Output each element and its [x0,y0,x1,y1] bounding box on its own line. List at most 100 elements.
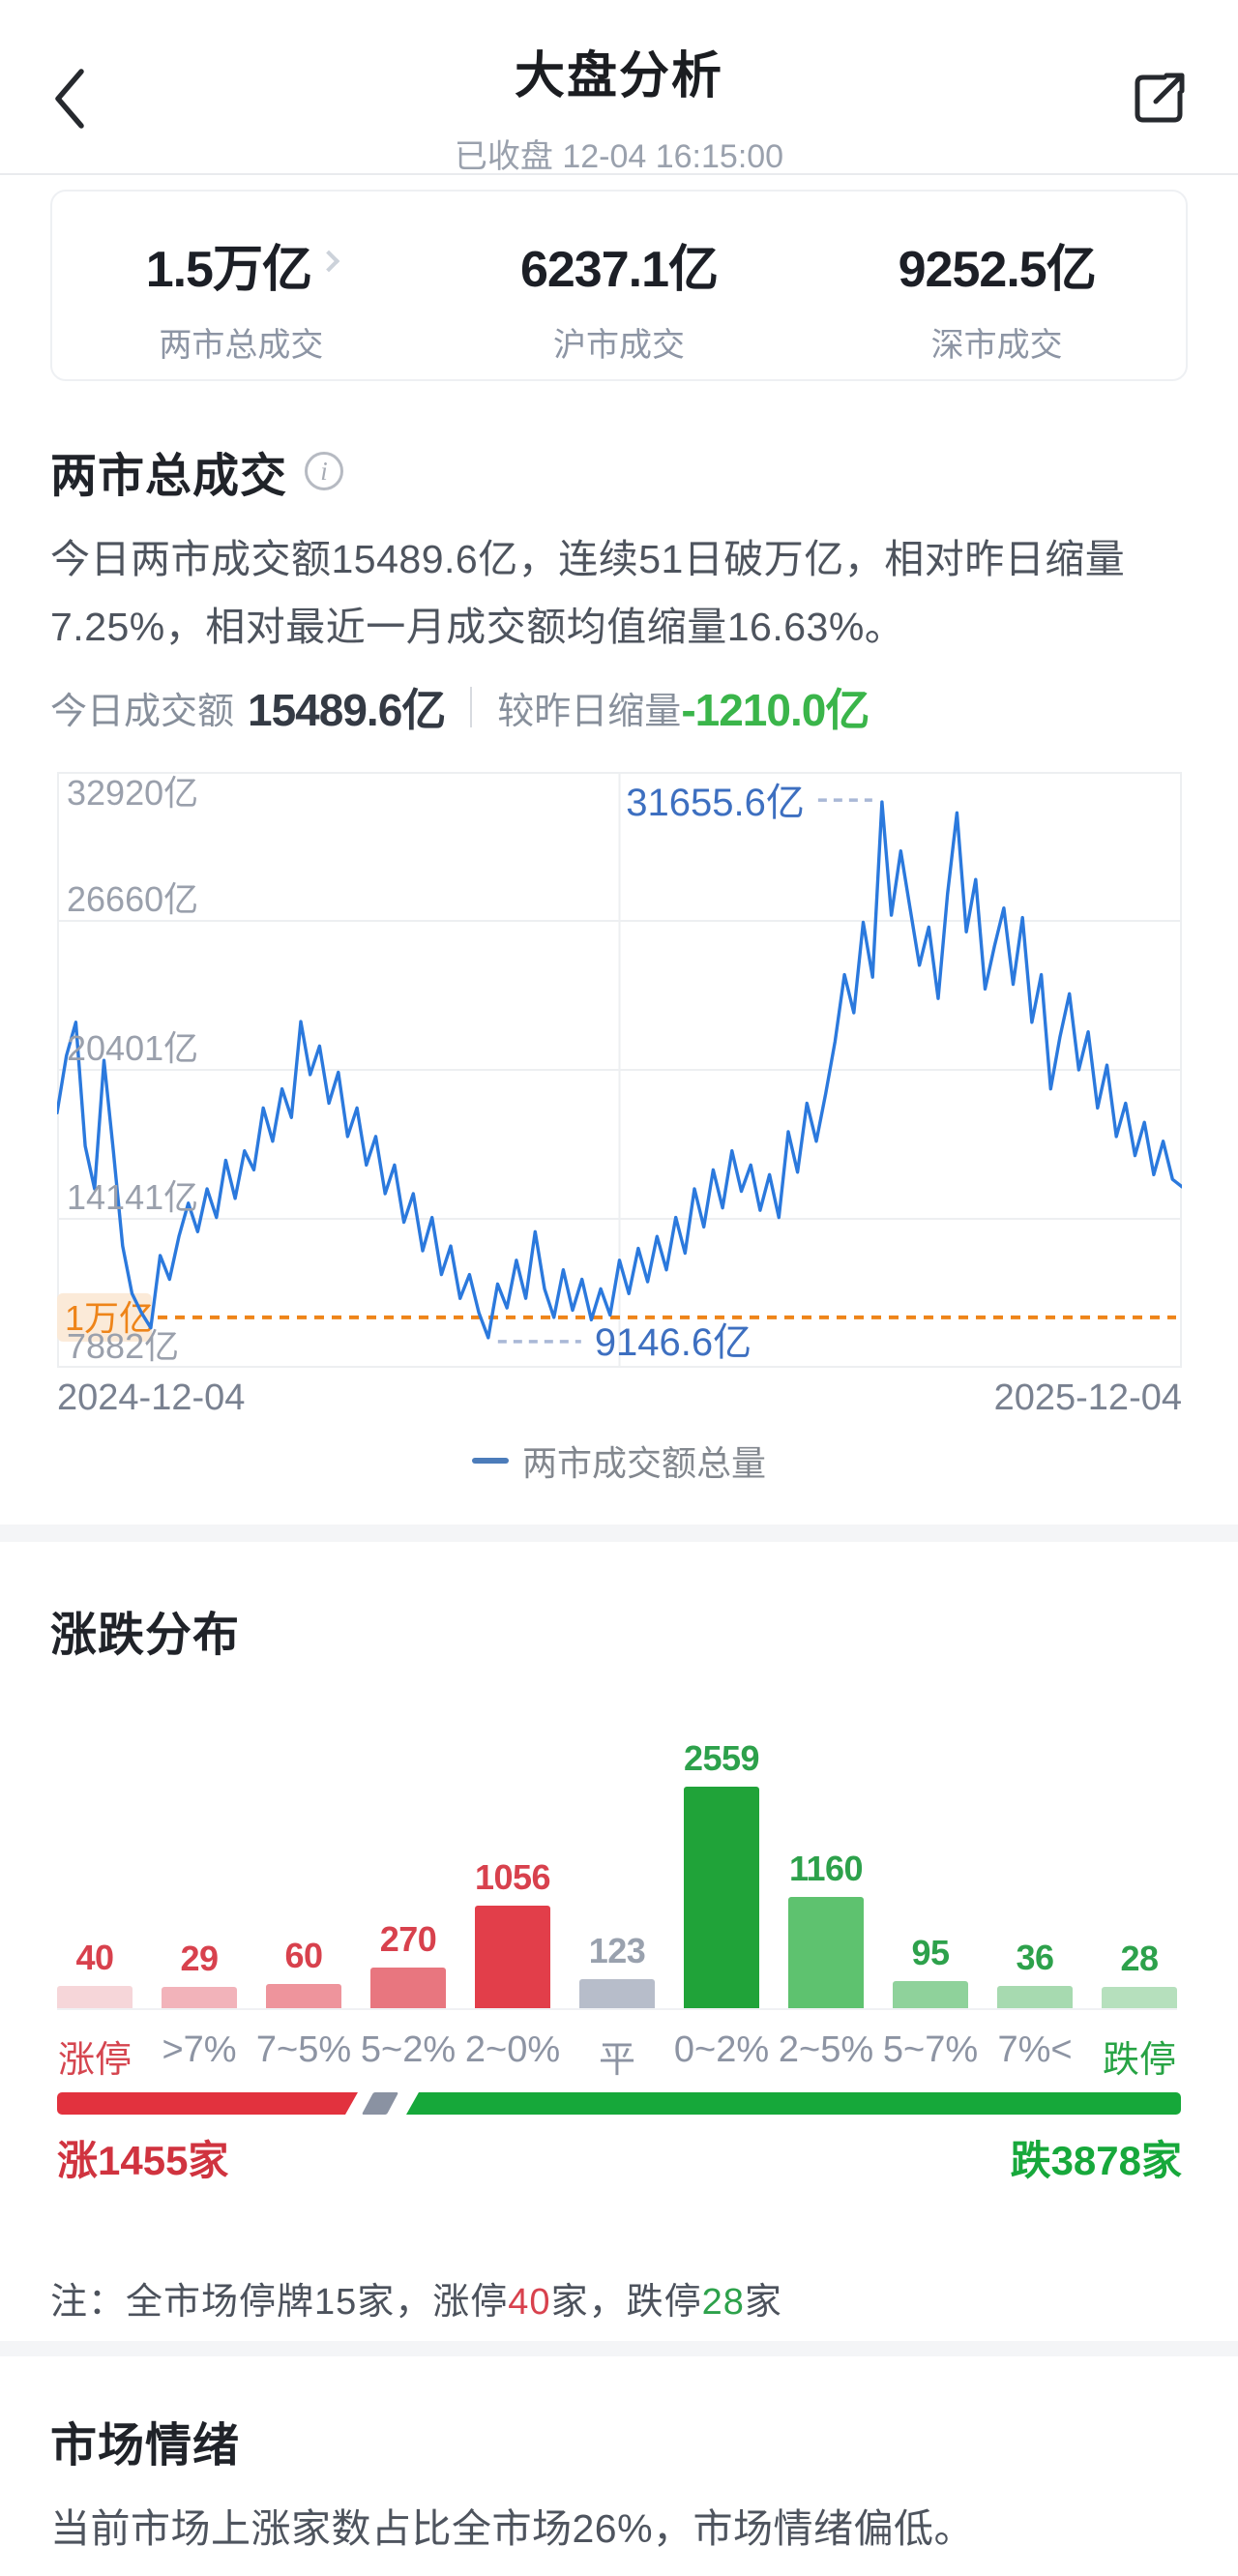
advance-segment [57,2092,358,2115]
distribution-bar-平 [579,1979,655,2008]
bar-value-label: 1056 [474,1857,551,1897]
stat-item-1: 6237.1亿沪市成交 [430,192,809,366]
bar-value-label: 270 [379,1919,437,1959]
bar-category-label: 5~2% [360,2029,457,2070]
stat-label: 沪市成交 [553,327,685,364]
bar-category-label: 5~7% [882,2029,979,2070]
header: 大盘分析 已收盘 12-04 16:15:00 [0,0,1238,175]
chart-legend[interactable]: 两市成交额总量 [0,1436,1238,1486]
y-axis-tick-label: 26660亿 [67,879,198,919]
market-note: 注：全市场停牌15家，涨停40家，跌停28家 [50,2271,782,2324]
distribution-bar-7~5% [266,1984,341,2008]
advance-decline-bar [57,2092,1181,2115]
summary-divider [470,687,473,727]
bar-category-label: 7%< [997,2029,1073,2070]
turnover-summary-row: 今日成交额 15489.6亿 较昨日缩量 -1210.0亿 [50,675,870,739]
stat-item-0[interactable]: 1.5万亿两市总成交 [52,192,430,366]
distribution-bar-chart: 40 29 60 270 1056 123 2559 1160 95 36 28 [57,1732,1177,2010]
x-axis-start-label: 2024-12-04 [57,1377,246,1418]
distribution-section-header: 涨跌分布 [50,1596,240,1664]
x-axis-end-label: 2025-12-04 [993,1377,1182,1418]
bar-category-label: 跌停 [1102,2040,1176,2081]
y-axis-tick-label: 7882亿 [67,1326,179,1366]
back-button[interactable] [48,66,91,132]
change-label: 较昨日缩量 [497,691,682,732]
bar-category-label: 2~0% [464,2029,561,2070]
note-text: 家，跌停 [550,2282,702,2323]
today-turnover-value: 15489.6亿 [248,685,446,735]
turnover-section-title: 两市总成交 [50,451,288,502]
turnover-description: 今日两市成交额15489.6亿，连续51日破万亿，相对昨日缩量7.25%，相对最… [50,537,1126,649]
info-icon[interactable]: i [305,452,344,490]
chevron-right-icon [317,250,340,273]
note-count-green: 28 [701,2282,745,2323]
decline-segment [405,2092,1181,2115]
sentiment-section-header: 市场情绪 [50,2407,240,2474]
bar-category-label: 平 [598,2040,635,2081]
bar-value-label: 40 [75,1938,114,1977]
distribution-section-title: 涨跌分布 [50,1610,241,1661]
market-status-subtitle: 已收盘 12-04 16:15:00 [454,138,784,175]
trough-annotation: 9146.6亿 [595,1321,752,1364]
section-divider [0,1525,1238,1542]
sentiment-text: 当前市场上涨家数占比全市场26%，市场情绪偏低。 [50,2506,975,2551]
stat-value: 6237.1亿 [519,242,719,298]
bar-value-label: 29 [180,1939,219,1978]
note-count-red: 40 [508,2282,551,2323]
distribution-bar-2~0% [475,1906,550,2008]
bar-category-label: 2~5% [778,2029,874,2070]
today-turnover-label: 今日成交额 [50,691,235,732]
y-axis-tick-label: 20401亿 [67,1028,198,1068]
bar-category-label: 7~5% [255,2029,352,2070]
divider-slash [361,2092,399,2115]
distribution-bar-5~2% [370,1968,446,2008]
bar-value-label: 2559 [683,1738,760,1778]
bar-category-label: 0~2% [673,2029,770,2070]
info-icon-glyph: i [320,456,328,486]
stat-item-2: 9252.5亿深市成交 [808,192,1186,366]
note-text: 家 [744,2282,782,2323]
change-value: -1210.0亿 [681,685,870,735]
decline-count-label: 跌3878家 [1010,2138,1182,2183]
distribution-bar-5~7% [893,1981,968,2008]
y-axis-tick-label: 14141亿 [67,1177,198,1217]
legend-label: 两市成交额总量 [521,1443,766,1483]
bar-value-label: 1160 [788,1849,864,1888]
stat-value: 1.5万亿 [145,242,312,298]
bar-category-label: >7% [162,2029,237,2070]
stat-value: 9252.5亿 [898,242,1097,298]
reference-label-bg [57,1292,152,1342]
turnover-line-chart-svg: 1万亿32920亿26660亿20401亿14141亿7882亿31655.6亿… [57,772,1182,1368]
turnover-series-line [57,800,1182,1340]
turnover-line-chart[interactable]: 1万亿 32920亿 26660亿 20401亿 14141亿 7882亿 31655.6亿… [57,772,1182,1368]
distribution-bar-0~2% [684,1787,759,2008]
section-divider [0,2341,1238,2356]
y-axis-tick-label: 32920亿 [67,773,198,813]
bar-category-label: 涨停 [57,2040,132,2081]
bar-value-label: 28 [1120,1939,1159,1978]
peak-annotation: 31655.6亿 [626,782,805,824]
share-export-icon [1135,73,1185,123]
advance-count-label: 涨1455家 [57,2138,229,2183]
advance-decline-labels: 涨1455家 跌3878家 [57,2128,1182,2187]
distribution-bar->7% [162,1987,237,2008]
stat-label: 两市总成交 [159,327,324,364]
market-turnover-stats-card: 1.5万亿 两市总成交 6237.1亿 沪市成交 9252.5亿 深市成交 [50,190,1188,381]
bar-value-label: 123 [588,1931,646,1970]
bar-value-label: 95 [911,1933,950,1972]
stat-label: 深市成交 [930,327,1063,364]
note-text: 注：全市场停牌15家，涨停 [50,2282,509,2323]
bar-value-label: 36 [1016,1938,1054,1977]
distribution-bar-7%< [997,1986,1073,2008]
distribution-bar-涨停 [57,1986,133,2008]
share-button[interactable] [1130,68,1190,128]
bar-value-label: 60 [284,1936,323,1975]
distribution-bar-2~5% [788,1897,864,2008]
turnover-section-header: 两市总成交 i [50,437,344,505]
sentiment-section-title: 市场情绪 [50,2420,241,2472]
legend-line-swatch [471,1458,509,1464]
page-title: 大盘分析 [514,48,723,104]
chevron-left-icon [55,69,84,129]
distribution-bar-跌停 [1102,1987,1177,2008]
